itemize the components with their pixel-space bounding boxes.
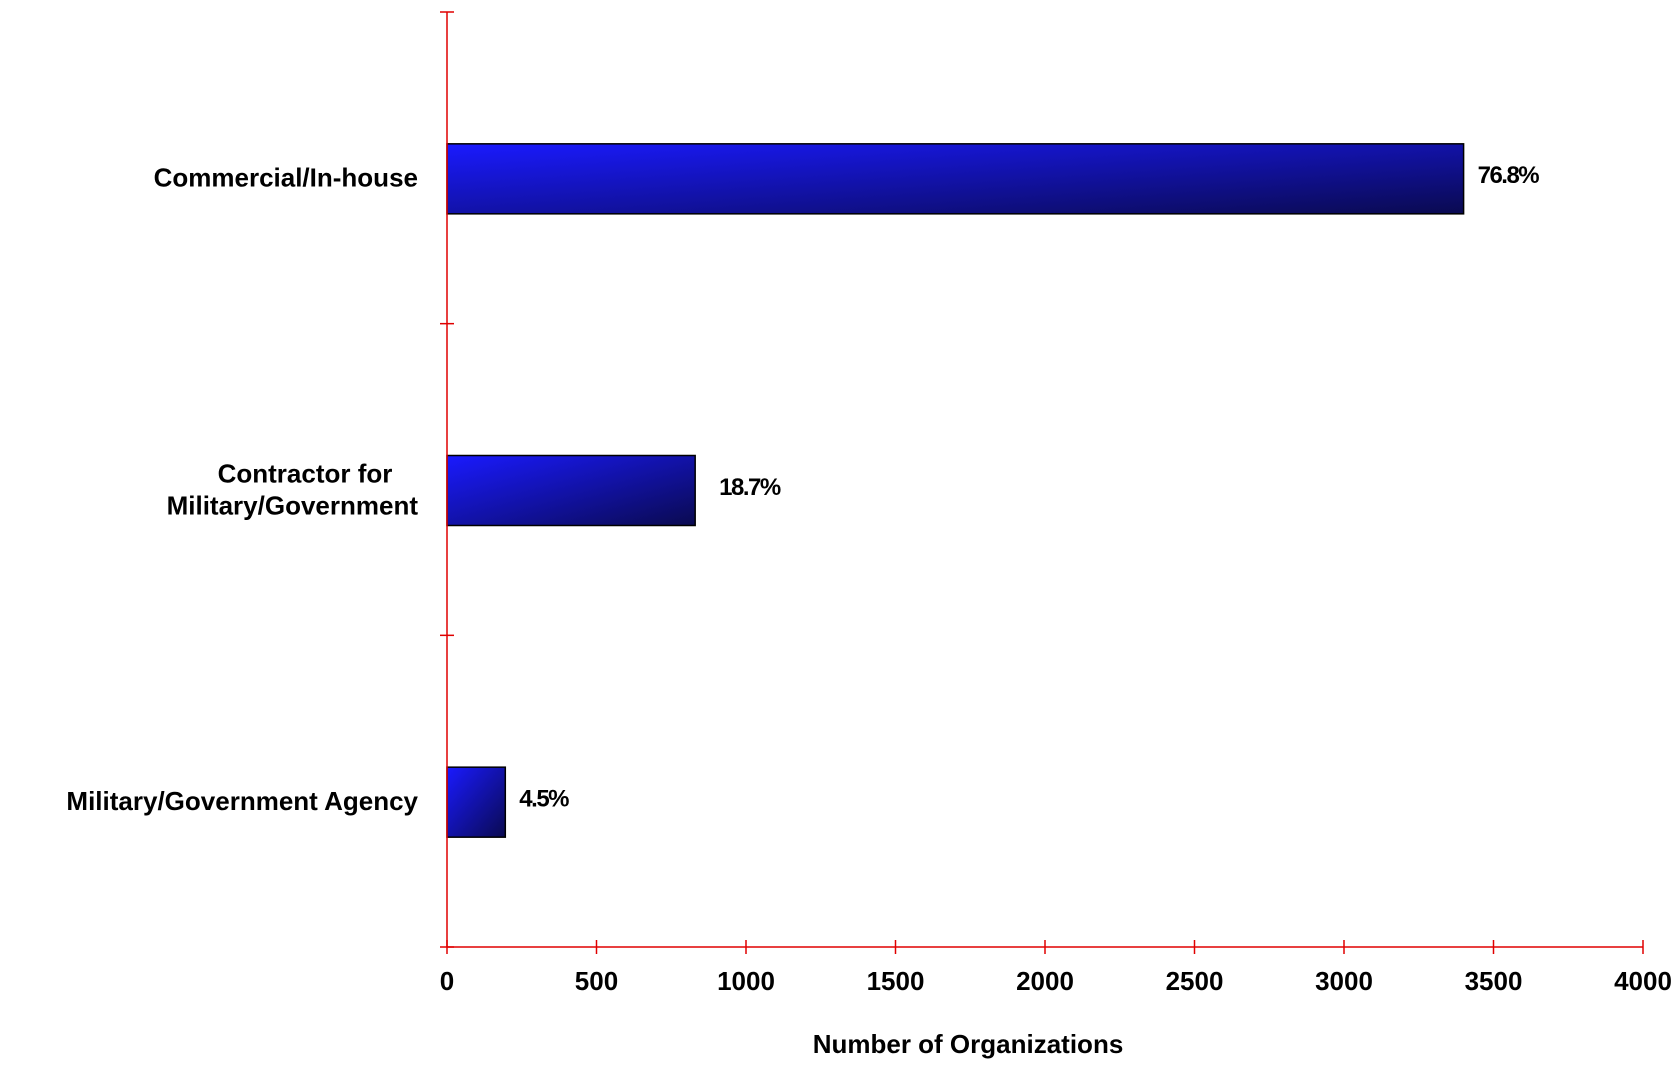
bar-2: [446, 454, 696, 527]
category-label-2: Contractor for Military/Government: [167, 458, 419, 520]
data-label-3: 4.5%: [519, 786, 569, 813]
x-tick-label: 2500: [1166, 966, 1224, 996]
data-label-1: 76.8%: [1478, 162, 1540, 189]
bar-1: [446, 143, 1465, 215]
x-tick-label: 1500: [867, 966, 925, 996]
labels-group: 76.8% Commercial/In-house 18.7% Contractor …: [66, 162, 1672, 996]
x-tick-label: 500: [575, 966, 618, 996]
x-tick-label: 0: [440, 966, 454, 996]
bar-3: [446, 766, 507, 838]
category-label-1: Commercial/In-house: [154, 163, 418, 193]
axes-group: [440, 11, 1644, 954]
bars-group: [446, 143, 1465, 838]
x-tick-label: 2000: [1016, 966, 1074, 996]
category-label-3: Military/Government Agency: [66, 786, 418, 816]
x-tick-label: 1000: [717, 966, 775, 996]
data-label-2: 18.7%: [719, 474, 781, 501]
x-tick-label: 3500: [1465, 966, 1523, 996]
x-tick-label: 3000: [1315, 966, 1373, 996]
x-tick-label: 4000: [1614, 966, 1672, 996]
x-axis-title: Number of Organizations: [813, 1029, 1124, 1059]
